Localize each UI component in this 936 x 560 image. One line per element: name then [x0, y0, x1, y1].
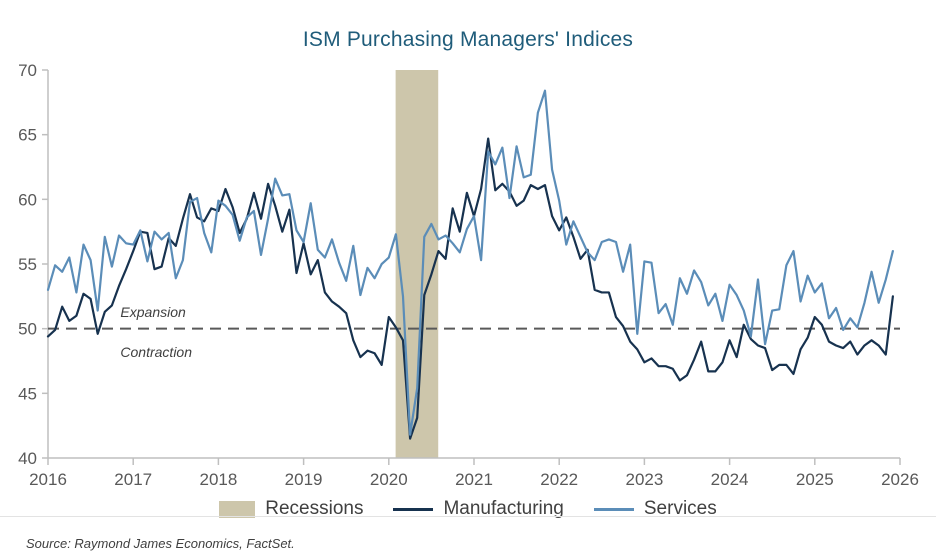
y-tick-label: 65	[18, 126, 37, 145]
y-tick-label: 50	[18, 320, 37, 339]
chart-legend: Recessions Manufacturing Services	[0, 498, 936, 520]
services-swatch-icon	[593, 507, 634, 511]
annotation-expansion: Expansion	[120, 304, 186, 320]
x-tick-label: 2023	[625, 470, 663, 489]
legend-item-manufacturing[interactable]: Manufacturing	[393, 498, 564, 520]
legend-item-services[interactable]: Services	[593, 498, 717, 520]
y-tick-label: 55	[18, 255, 37, 274]
x-tick-label: 2017	[114, 470, 152, 489]
x-tick-label: 2020	[370, 470, 408, 489]
x-tick-label: 2018	[199, 470, 237, 489]
x-tick-label: 2025	[796, 470, 834, 489]
legend-label-manufacturing: Manufacturing	[443, 498, 564, 519]
x-tick-label: 2021	[455, 470, 493, 489]
annotation-contraction: Contraction	[120, 344, 192, 360]
chart-plot-area: 40 45 50 55 60 65 70 2016 2017 2018 2019 2020 2021 20…	[18, 61, 919, 489]
x-tick-label: 2019	[285, 470, 323, 489]
recessions-swatch-icon	[219, 500, 256, 518]
chart-title: ISM Purchasing Managers' Indices	[302, 28, 634, 51]
x-tick-label: 2024	[711, 470, 749, 489]
recession-band	[395, 70, 439, 458]
x-tick-label: 2026	[881, 470, 919, 489]
x-tick-label: 2022	[540, 470, 578, 489]
footer-divider	[0, 516, 936, 517]
manufacturing-swatch-icon	[393, 507, 434, 511]
y-tick-label: 40	[18, 449, 37, 468]
legend-label-recessions: Recessions	[265, 498, 364, 519]
x-tick-label: 2016	[29, 470, 67, 489]
y-tick-label: 60	[18, 190, 37, 209]
y-tick-label: 70	[18, 61, 37, 80]
source-note: Source: Raymond James Economics, FactSet…	[26, 536, 295, 551]
series-line-manufacturing	[46, 137, 894, 440]
legend-item-recessions[interactable]: Recessions	[219, 498, 363, 520]
series-line-services	[46, 89, 894, 436]
legend-label-services: Services	[643, 498, 717, 519]
y-tick-label: 45	[18, 384, 37, 403]
